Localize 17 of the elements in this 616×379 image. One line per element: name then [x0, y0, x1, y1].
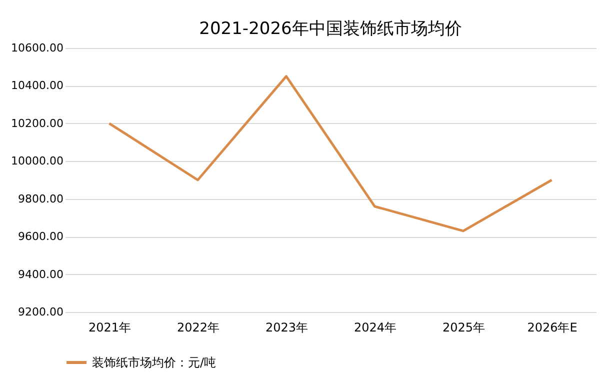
y-tick-label: 10400.00	[11, 79, 64, 92]
y-tick-label: 9600.00	[18, 230, 64, 244]
x-tick-label: 2023年	[265, 320, 308, 334]
x-tick-label: 2025年	[442, 320, 486, 334]
line-series	[108, 75, 553, 232]
x-tick-label: 2026年E	[527, 320, 578, 334]
y-tick-label: 9800.00	[18, 192, 64, 206]
x-tick-label: 2024年	[354, 320, 397, 334]
y-tick-label: 10600.00	[11, 42, 64, 54]
y-tick-label: 10000.00	[11, 154, 64, 168]
y-tick-label: 10200.00	[11, 116, 64, 130]
x-tick-label: 2022年	[176, 320, 220, 334]
chart-title: 2021-2026年中国装饰纸市场均价	[199, 19, 462, 39]
legend-label: 装饰纸市场均价：元/吨	[92, 356, 216, 370]
y-tick-label: 9400.00	[18, 268, 64, 281]
x-tick-label: 2021年	[88, 320, 132, 334]
y-tick-label: 9200.00	[18, 306, 64, 318]
